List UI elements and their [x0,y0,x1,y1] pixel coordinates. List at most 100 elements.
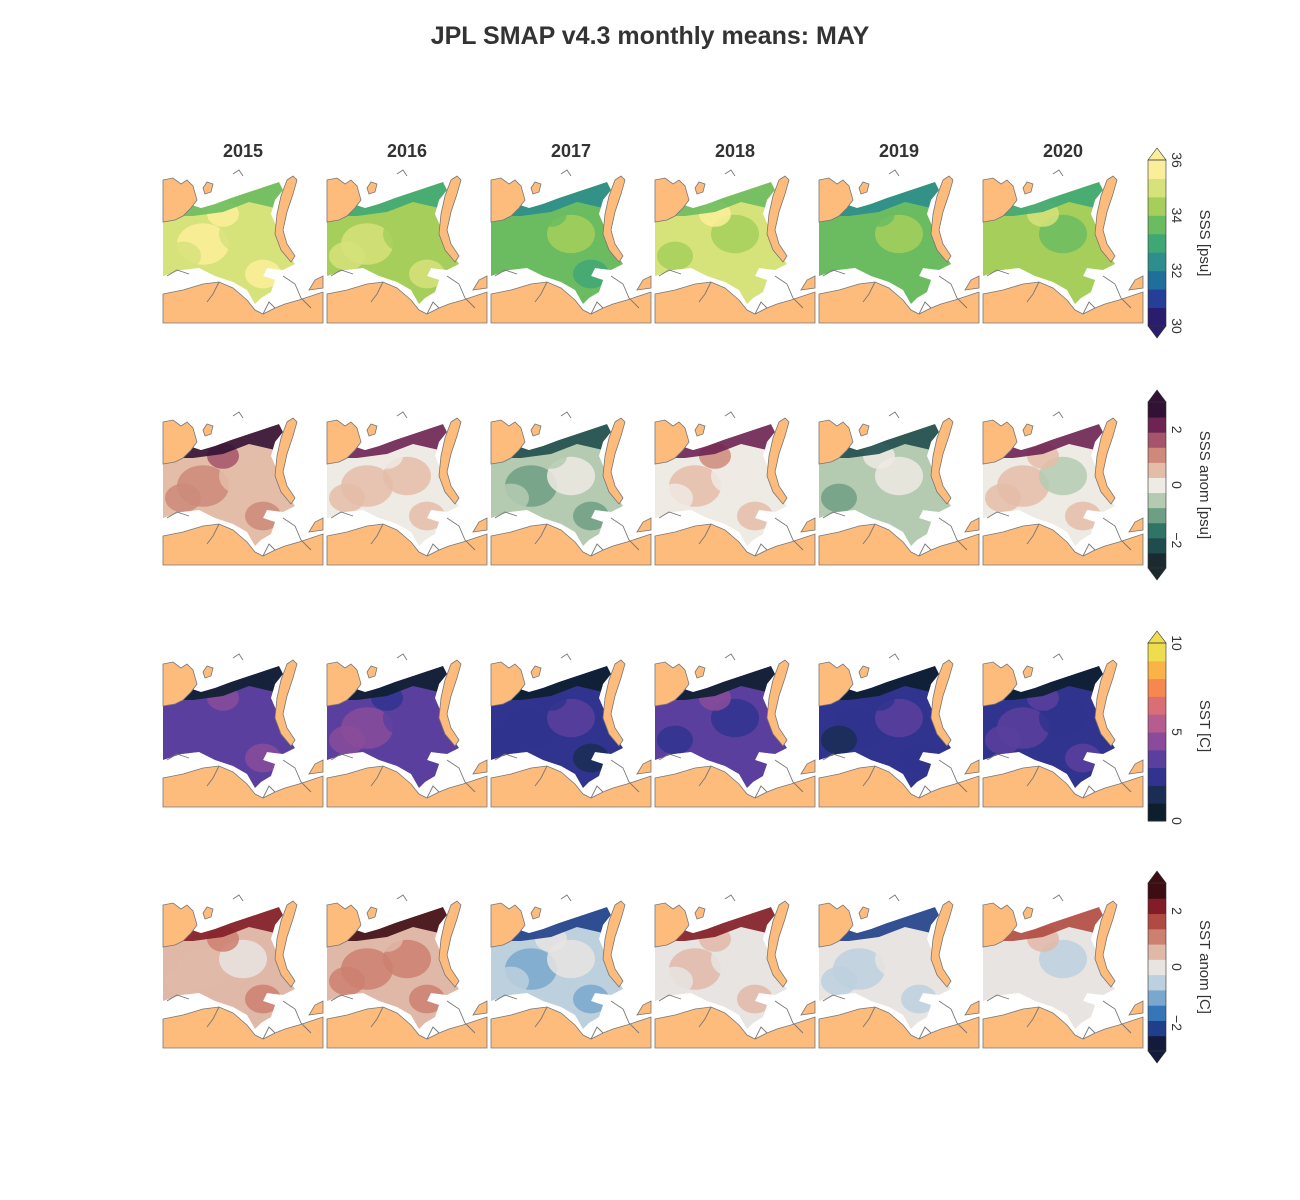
field-blob [245,259,281,289]
colorbars: 30 32 34 36 SSS [psu] −2 0 2 SSS anom [psu] 0 5 10 S… [1147,147,1213,1064]
land-shape [490,281,652,324]
field-blob [165,483,201,513]
land-shape [274,900,298,988]
coastline [1026,1006,1040,1028]
colorbar-tick-label: 2 [1169,907,1185,915]
coastline [396,894,408,902]
coastline [370,523,384,545]
coastline [330,511,354,519]
column-titles: 2015 2016 2017 2018 2019 2020 [223,141,1083,161]
coastline [282,275,312,309]
coastline [986,994,1010,1002]
ice-edge-band [655,182,775,216]
coastline [754,785,768,799]
colorbar-segment [1148,252,1166,272]
coastline [590,785,604,799]
coastline [534,523,548,545]
colorbar-segment [1148,537,1166,554]
field-blob [493,241,529,271]
coastline [822,511,846,519]
field-blob [409,501,445,531]
coastline [774,1000,804,1034]
land-shape [800,275,816,291]
land-shape [162,419,198,465]
colorbar-segment [1148,989,1166,1006]
colorbar-segment [1148,732,1166,751]
field-blob [737,743,773,773]
ice-edge-band [491,907,611,941]
land-shape [438,900,462,988]
field-blob [821,483,857,513]
colorbar-tick-label: 36 [1169,152,1185,168]
land-shape [472,759,488,775]
colorbar-label: SST [C] [1196,700,1213,752]
land-shape [162,902,198,948]
land-shape [654,177,690,223]
colorbar-extend-min [1147,325,1167,339]
coastline [590,1026,604,1040]
colorbar-tick-label: 5 [1169,728,1185,736]
field-blob [985,725,1021,755]
coastline [862,523,876,545]
field-blob [737,501,773,531]
field-blob [821,241,857,271]
field-blob [329,483,365,513]
land-shape [472,1000,488,1016]
land-shape [202,906,214,920]
coastline [370,765,384,787]
coastline [822,753,846,761]
land-shape [490,419,526,465]
land-shape [982,661,1018,707]
land-shape [982,419,1018,465]
land-shape [1128,759,1144,775]
ice-edge-band [327,182,447,216]
field-blob [985,483,1021,513]
colorbar-sss-anomaly: −2 0 2 SSS anom [psu] [1147,389,1213,581]
ice-edge-band [491,182,611,216]
land-shape [930,175,954,263]
ice-edge-band [655,666,775,700]
coastline [590,543,604,557]
colorbar-tick-label: 2 [1169,426,1185,434]
land-shape [1022,906,1034,920]
land-shape [982,177,1018,223]
land-shape [982,765,1144,808]
land-shape [964,275,980,291]
coastline [918,543,932,557]
land-shape [818,902,854,948]
coastline [822,269,846,277]
field-blob [573,501,609,531]
colorbar-segment [1148,417,1166,433]
land-shape [308,517,324,533]
coastline [1082,543,1096,557]
colorbar-segment [1148,913,1166,930]
coastline [446,1000,476,1034]
coastline [282,759,312,793]
colorbar-extend-max [1147,389,1167,403]
panel-sss-2018 [654,169,816,324]
coastline [262,785,276,799]
coastline [446,759,476,793]
land-shape [694,423,706,437]
coastline [918,785,932,799]
land-shape [326,902,362,948]
land-shape [654,902,690,948]
ice-edge-band [163,424,283,458]
field-blob [573,984,609,1014]
colorbar-segment [1148,974,1166,991]
coastline [1102,1000,1132,1034]
field-blob [1065,743,1101,773]
coastline [396,653,408,661]
colorbar-segment [1148,522,1166,539]
coastline [166,511,190,519]
land-shape [202,423,214,437]
land-shape [162,177,198,223]
land-shape [162,523,324,566]
coastline [206,523,220,545]
colorbar-segment [1148,307,1166,327]
land-shape [530,423,542,437]
colorbar-segment [1148,883,1166,899]
land-shape [530,906,542,920]
field-blob [657,725,693,755]
land-shape [636,517,652,533]
